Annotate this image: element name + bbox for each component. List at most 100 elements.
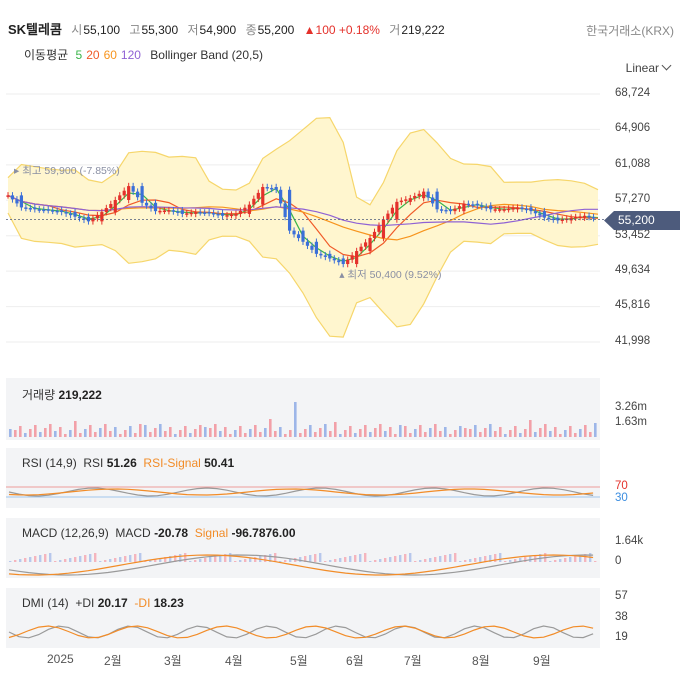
candle-body	[529, 207, 533, 212]
volume-bar	[229, 434, 232, 437]
volume-bar	[24, 433, 27, 437]
x-tick: 8월	[472, 654, 490, 668]
macd-histogram-bar	[74, 557, 77, 562]
pdi-value: 20.17	[97, 596, 128, 610]
candle-body	[350, 255, 354, 260]
price-tick: 61,088	[615, 158, 651, 170]
candle-body	[591, 217, 596, 219]
candle-body	[457, 206, 462, 209]
volume-tick: 3.26m	[615, 401, 647, 413]
volume-bar	[319, 428, 322, 437]
candle-body	[408, 198, 412, 202]
candle-body	[51, 210, 55, 212]
candle-body	[390, 207, 394, 214]
volume-bar	[554, 427, 557, 437]
volume-bar	[279, 427, 282, 437]
macd-histogram-bar	[504, 561, 507, 562]
volume-bar	[424, 432, 427, 437]
macd-histogram-bar	[79, 556, 82, 562]
volume-bar	[374, 428, 377, 437]
macd-histogram-bar	[239, 560, 242, 562]
macd-histogram-bar	[509, 560, 512, 562]
candle-body	[372, 231, 377, 239]
volume-bar	[254, 425, 257, 437]
candle-body	[475, 203, 479, 206]
volume-bar	[369, 432, 372, 437]
volume-bar	[149, 432, 152, 437]
macd-histogram-bar	[219, 555, 222, 562]
volume-bar	[459, 426, 462, 437]
x-tick: 2025	[47, 652, 74, 666]
open-value: 55,100	[83, 23, 121, 37]
volume-bar	[509, 430, 512, 437]
volume-bar	[164, 431, 167, 437]
bollinger-lower-line	[7, 212, 599, 338]
candle-body	[511, 208, 515, 210]
candle-body	[194, 212, 198, 214]
candle-body	[507, 208, 511, 211]
macd-histogram-bar	[209, 557, 212, 562]
candle-body	[225, 215, 229, 217]
macd-histogram-bar	[439, 556, 442, 562]
candle-body	[502, 209, 506, 211]
candle-body	[359, 246, 363, 252]
macd-histogram-bar	[424, 559, 427, 562]
pdi-line	[8, 625, 594, 639]
macd-histogram-bar	[349, 556, 352, 562]
macd-histogram-bar	[204, 558, 207, 562]
volume-bar	[309, 425, 312, 437]
candle-body	[413, 195, 417, 199]
candle-body	[113, 200, 117, 213]
macd-histogram-bar	[319, 553, 322, 562]
high-label: 고	[129, 23, 141, 37]
candle-body	[296, 234, 301, 239]
macd-histogram-bar	[39, 555, 42, 562]
macd-tick: 1.64k	[615, 535, 644, 547]
volume-bar	[534, 432, 537, 437]
macd-histogram-bar	[44, 554, 47, 562]
indicator-legend[interactable]: 이동평균 5 20 60 120 Bollinger Band (20,5)	[24, 46, 267, 63]
macd-histogram-bar	[554, 560, 557, 562]
exchange-label: 한국거래소(KRX)	[586, 24, 674, 38]
candle-body	[386, 213, 390, 220]
volume-bar	[139, 424, 142, 437]
candle-body	[547, 217, 551, 220]
candle-body	[422, 191, 426, 199]
candle-body	[220, 212, 225, 216]
high-value: 55,300	[141, 23, 179, 37]
macd-histogram-bar	[444, 555, 447, 562]
volume-bar	[344, 430, 347, 437]
volume-bar	[219, 431, 222, 437]
candle-body	[560, 219, 564, 221]
x-tick: 6월	[346, 654, 364, 668]
macd-histogram-bar	[324, 561, 327, 562]
candle-body	[283, 203, 287, 218]
volume-bar	[399, 425, 402, 437]
volume-bar	[379, 424, 382, 437]
candle-body	[73, 212, 77, 217]
volume-bar	[544, 424, 547, 437]
macd-histogram-bar	[399, 555, 402, 562]
dmi-tick: 38	[615, 611, 628, 623]
candle-body	[466, 203, 470, 206]
mdi-value: 18.23	[153, 596, 184, 610]
volume-bar	[129, 426, 132, 437]
ma-120: 120	[120, 48, 141, 62]
rsi-value: 51.26	[106, 456, 137, 470]
macd-histogram-bar	[299, 557, 302, 562]
rsi-signal-value: 50.41	[204, 456, 235, 470]
volume-bar	[364, 425, 367, 437]
candle-body	[520, 207, 524, 209]
macd-histogram-bar	[104, 560, 107, 562]
macd-histogram-bar	[269, 554, 272, 562]
macd-histogram-bar	[29, 557, 32, 562]
volume-bar	[59, 427, 62, 437]
macd-histogram-bar	[19, 559, 22, 562]
scale-selector[interactable]: Linear	[626, 60, 672, 75]
macd-histogram-bar	[394, 556, 397, 562]
x-tick: 4월	[225, 654, 243, 668]
volume-bar	[294, 402, 297, 437]
candle-body	[207, 212, 211, 214]
macd-histogram-bar	[214, 556, 217, 562]
